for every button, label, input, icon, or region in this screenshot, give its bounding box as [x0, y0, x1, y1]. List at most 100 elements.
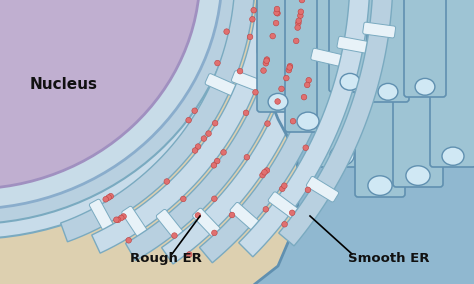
Circle shape — [262, 170, 267, 175]
Circle shape — [306, 78, 311, 83]
Ellipse shape — [297, 112, 319, 130]
Circle shape — [264, 121, 270, 126]
Circle shape — [114, 217, 119, 222]
Circle shape — [264, 57, 270, 62]
Circle shape — [186, 252, 192, 257]
Circle shape — [279, 86, 284, 92]
Circle shape — [108, 193, 113, 199]
Circle shape — [224, 29, 229, 34]
Ellipse shape — [268, 93, 288, 110]
FancyBboxPatch shape — [231, 71, 264, 92]
Circle shape — [106, 195, 111, 200]
FancyBboxPatch shape — [284, 58, 318, 77]
Ellipse shape — [415, 78, 435, 95]
Circle shape — [250, 16, 255, 22]
Circle shape — [212, 120, 218, 126]
Circle shape — [263, 60, 269, 66]
Ellipse shape — [0, 0, 238, 224]
Polygon shape — [162, 0, 324, 264]
FancyBboxPatch shape — [329, 0, 371, 92]
Circle shape — [264, 58, 269, 64]
Polygon shape — [126, 0, 301, 261]
FancyBboxPatch shape — [317, 0, 367, 167]
FancyBboxPatch shape — [367, 0, 409, 102]
Circle shape — [280, 186, 285, 191]
Circle shape — [229, 212, 235, 218]
Circle shape — [186, 117, 191, 123]
FancyBboxPatch shape — [156, 209, 184, 241]
Polygon shape — [190, 0, 347, 263]
Circle shape — [214, 158, 220, 164]
Circle shape — [118, 215, 124, 221]
FancyBboxPatch shape — [285, 0, 331, 132]
Circle shape — [115, 217, 121, 223]
Circle shape — [243, 110, 249, 116]
Circle shape — [289, 210, 295, 216]
FancyBboxPatch shape — [430, 0, 474, 167]
FancyBboxPatch shape — [363, 22, 396, 38]
Circle shape — [274, 10, 279, 16]
FancyBboxPatch shape — [230, 202, 261, 231]
Circle shape — [221, 150, 227, 155]
Ellipse shape — [338, 59, 378, 89]
Text: Nucleus: Nucleus — [30, 77, 98, 92]
Circle shape — [126, 237, 131, 243]
FancyBboxPatch shape — [122, 206, 148, 238]
FancyBboxPatch shape — [205, 74, 238, 96]
Circle shape — [195, 144, 201, 149]
Circle shape — [270, 33, 275, 39]
Circle shape — [304, 82, 310, 88]
Circle shape — [290, 118, 296, 124]
Circle shape — [282, 183, 287, 189]
Circle shape — [172, 233, 177, 238]
Circle shape — [244, 154, 250, 160]
Circle shape — [275, 11, 280, 16]
Circle shape — [298, 13, 303, 18]
Ellipse shape — [378, 118, 422, 150]
Circle shape — [206, 131, 211, 136]
FancyBboxPatch shape — [337, 36, 370, 53]
Circle shape — [261, 68, 266, 73]
Circle shape — [305, 187, 311, 193]
FancyBboxPatch shape — [192, 208, 222, 238]
FancyBboxPatch shape — [268, 192, 300, 219]
Ellipse shape — [337, 101, 387, 137]
Circle shape — [287, 65, 292, 70]
Circle shape — [164, 179, 170, 184]
Circle shape — [103, 197, 109, 202]
Ellipse shape — [340, 73, 360, 90]
Polygon shape — [240, 0, 393, 246]
FancyBboxPatch shape — [89, 199, 114, 232]
Circle shape — [211, 230, 217, 236]
Circle shape — [283, 75, 289, 81]
Ellipse shape — [368, 176, 392, 195]
Polygon shape — [255, 0, 474, 284]
Circle shape — [181, 196, 186, 202]
Circle shape — [264, 168, 270, 173]
Ellipse shape — [301, 83, 345, 115]
Circle shape — [121, 214, 127, 219]
Circle shape — [192, 108, 198, 114]
Polygon shape — [61, 0, 255, 242]
Ellipse shape — [330, 146, 354, 165]
Circle shape — [303, 145, 309, 151]
Text: Smooth ER: Smooth ER — [348, 252, 429, 265]
FancyBboxPatch shape — [257, 0, 299, 112]
FancyBboxPatch shape — [355, 0, 405, 197]
Circle shape — [211, 196, 217, 202]
Circle shape — [263, 206, 269, 212]
Circle shape — [301, 94, 307, 100]
Polygon shape — [214, 0, 370, 257]
Circle shape — [293, 38, 299, 44]
Circle shape — [192, 148, 198, 153]
Ellipse shape — [406, 166, 430, 185]
Circle shape — [286, 67, 292, 73]
Circle shape — [274, 6, 280, 12]
Circle shape — [237, 68, 243, 74]
Ellipse shape — [0, 0, 200, 189]
Ellipse shape — [0, 0, 222, 209]
Circle shape — [201, 136, 207, 141]
FancyBboxPatch shape — [311, 48, 344, 66]
FancyBboxPatch shape — [404, 0, 446, 97]
Circle shape — [260, 172, 265, 178]
